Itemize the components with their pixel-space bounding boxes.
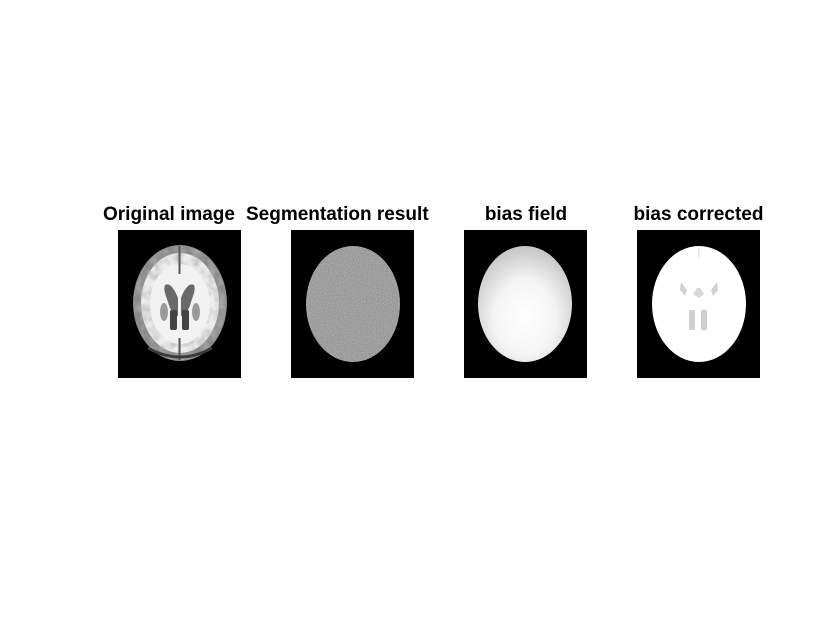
panel-title-bias-field: bias field	[484, 204, 568, 225]
panel-title-segmentation: Segmentation result	[246, 204, 429, 225]
segmentation-image	[306, 246, 400, 362]
panel-title-bias-corrected: bias corrected	[633, 204, 764, 225]
original-image-panel	[118, 230, 241, 378]
bias-field-image	[478, 246, 572, 362]
bias-corrected-panel	[637, 230, 760, 378]
bias-corrected-image	[652, 246, 746, 362]
bias-field-panel	[464, 230, 587, 378]
original-brain-image	[133, 245, 227, 361]
panel-title-original: Original image	[103, 204, 235, 225]
segmentation-result-panel	[291, 230, 414, 378]
